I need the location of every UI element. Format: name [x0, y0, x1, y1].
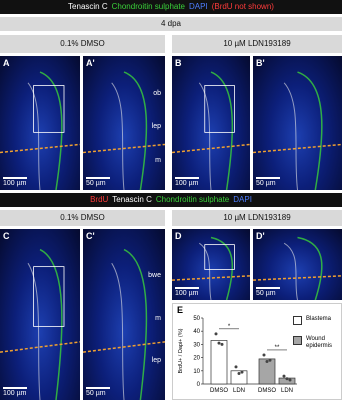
condition: 10 µM LDN193189 [172, 210, 342, 226]
legend-label: Blastema [306, 316, 332, 322]
data-point [220, 342, 224, 346]
micrograph: C 100 µm [0, 229, 80, 400]
scale-bar: 50 µm [86, 387, 110, 397]
micrograph-overlay [83, 248, 165, 400]
micrograph-overlay [172, 71, 250, 190]
data-point [268, 358, 272, 362]
scale-bar: 100 µm [3, 177, 27, 187]
legend-swatch [293, 336, 302, 345]
y-tick-label: 40 [193, 329, 200, 335]
bar [210, 340, 228, 385]
annotation: lep [151, 357, 161, 365]
annotation: lep [151, 123, 161, 130]
micrograph: B' 50 µm [253, 56, 342, 190]
significance: ** [275, 345, 280, 351]
data-point [240, 370, 244, 374]
scale-bar: 100 µm [3, 387, 27, 397]
stain-name: BrdU [90, 195, 109, 204]
scale-bar: 100 µm [175, 177, 199, 187]
y-tick-label: 0 [197, 382, 201, 388]
annotation: m [155, 314, 161, 322]
stain-name: Chondroitin sulphate [155, 195, 230, 204]
micrograph-overlay [172, 236, 250, 300]
x-tick-label: LDN [281, 388, 293, 394]
y-tick-label: 10 [193, 369, 200, 375]
panel-label: B [175, 58, 182, 68]
chart-panel: E BrdU+ / Dapi+ (%) 0 10 20 30 40 50 DMSO LDN DMSO… [172, 303, 342, 400]
panel-label: C' [86, 231, 95, 241]
stain-name: DAPI [189, 2, 208, 11]
panel-label: A [3, 58, 10, 68]
stain-name: Tenascin C [68, 2, 108, 11]
condition: 10 µM LDN193189 [172, 35, 342, 53]
panel-label: B' [256, 58, 265, 68]
micrograph: D' 50 µm [253, 229, 342, 300]
micrograph: D 100 µm [172, 229, 250, 300]
panel-label: D [175, 231, 182, 241]
stain-name: (BrdU not shown) [211, 2, 274, 11]
micrograph: C' 50 µm bwe m lep [83, 229, 165, 400]
data-point [214, 332, 218, 336]
stain-name: Chondroitin sulphate [111, 2, 186, 11]
scale-bar: 50 µm [256, 287, 280, 297]
data-point [234, 365, 238, 369]
legend-swatch [293, 316, 302, 325]
y-tick-label: 50 [193, 316, 200, 322]
x-tick-label: DMSO [258, 388, 276, 394]
stain-name: DAPI [233, 195, 252, 204]
x-tick-label: LDN [233, 388, 245, 394]
panel-label: E [177, 305, 183, 315]
micrograph: A 100 µm [0, 56, 80, 190]
panel-label: A' [86, 58, 95, 68]
condition: 0.1% DMSO [0, 35, 165, 53]
x-tick-label: DMSO [210, 388, 228, 394]
data-point [265, 360, 269, 364]
bar [230, 370, 248, 385]
data-point [217, 341, 221, 345]
y-tick-label: 30 [193, 342, 200, 348]
bar [258, 358, 276, 385]
annotation: ob [153, 89, 161, 97]
y-axis-label: BrdU+ / Dapi+ (%) [178, 328, 184, 373]
micrograph: B 100 µm [172, 56, 250, 190]
scale-bar: 100 µm [175, 287, 199, 297]
stain-legend: Tenascin C Chondroitin sulphate DAPI (BrdU … [0, 0, 342, 14]
legend-label: Wound epidermis [306, 336, 333, 349]
data-point [285, 377, 289, 381]
annotation: bwe [148, 271, 161, 279]
significance: * [228, 324, 231, 330]
micrograph-overlay [253, 71, 342, 190]
timepoint: 4 dpa [0, 17, 342, 31]
micrograph-overlay [0, 71, 80, 190]
scale-bar: 50 µm [86, 177, 110, 187]
panel-label: D' [256, 231, 265, 241]
micrograph: A' 50 µm ob lep m [83, 56, 165, 190]
data-point [262, 353, 266, 357]
y-tick-label: 20 [193, 356, 200, 362]
stain-name: Tenascin C [112, 195, 152, 204]
panel-label: C [3, 231, 10, 241]
data-point [288, 378, 292, 382]
annotation: m [155, 156, 161, 164]
data-point [282, 374, 286, 378]
scale-bar: 50 µm [256, 177, 280, 187]
stain-legend: BrdU Tenascin C Chondroitin sulphate DAPI [0, 193, 342, 207]
chart: E BrdU+ / Dapi+ (%) 0 10 20 30 40 50 DMSO LDN DMSO… [177, 305, 297, 394]
condition: 0.1% DMSO [0, 210, 165, 226]
micrograph-overlay [0, 248, 80, 400]
data-point [237, 371, 241, 375]
micrograph-overlay [253, 236, 342, 300]
micrograph-overlay [83, 71, 165, 190]
